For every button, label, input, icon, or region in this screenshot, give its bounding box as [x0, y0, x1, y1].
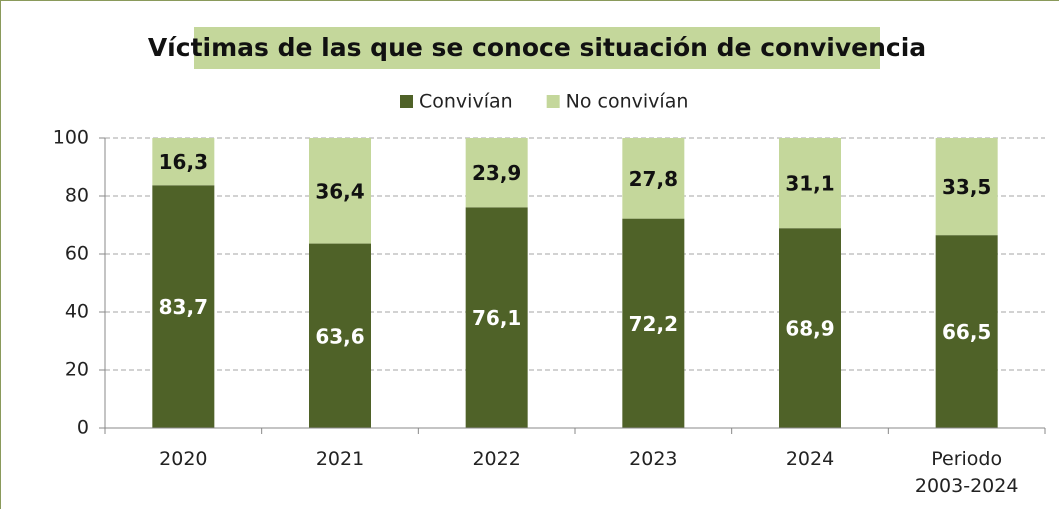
- x-tick-label: 2023: [629, 448, 678, 470]
- x-tick-label: 2021: [315, 448, 365, 470]
- x-tick-label: 2024: [785, 448, 835, 470]
- data-label: 76,1: [472, 306, 521, 330]
- y-tick-label: 0: [77, 417, 89, 439]
- data-label: 83,7: [159, 295, 208, 319]
- y-tick-label: 80: [65, 185, 89, 207]
- y-tick-label: 40: [65, 301, 89, 323]
- legend-swatch: [400, 95, 413, 108]
- bar-segment: [935, 235, 998, 428]
- legend-swatch: [546, 95, 560, 108]
- chart-title: Víctimas de las que se conoce situación …: [148, 33, 926, 62]
- data-label: 27,8: [629, 167, 678, 191]
- x-tick-label: 2020: [159, 448, 208, 470]
- data-label: 63,6: [315, 324, 364, 348]
- bar-segment: [465, 207, 528, 428]
- data-label: 16,3: [159, 150, 208, 174]
- x-tick-label: 2022: [472, 448, 521, 470]
- x-tick-label: Periodo 2003-2024: [914, 448, 1019, 497]
- y-tick-label: 100: [53, 127, 89, 149]
- bar-segment: [309, 243, 371, 428]
- bar-segment: [622, 138, 685, 219]
- bar-segment: [935, 138, 998, 236]
- data-label: 36,4: [315, 179, 364, 203]
- bar-segment: [465, 138, 528, 208]
- bar-segment: [309, 138, 371, 244]
- data-label: 33,5: [942, 175, 991, 199]
- legend-label: No convivían: [566, 91, 689, 113]
- y-tick-label: 20: [65, 359, 89, 381]
- bar-segment: [152, 138, 215, 186]
- bar-segment: [152, 185, 215, 428]
- data-label: 66,5: [942, 320, 991, 344]
- y-tick-label: 60: [65, 243, 89, 265]
- legend-label: Convivían: [419, 91, 513, 113]
- data-label: 23,9: [472, 161, 521, 185]
- bar-segment: [779, 228, 841, 428]
- bar-segment: [622, 218, 685, 428]
- title-box: [194, 27, 880, 69]
- data-label: 72,2: [629, 312, 678, 336]
- data-label: 68,9: [785, 317, 834, 341]
- data-label: 31,1: [785, 172, 834, 196]
- bar-segment: [779, 138, 841, 229]
